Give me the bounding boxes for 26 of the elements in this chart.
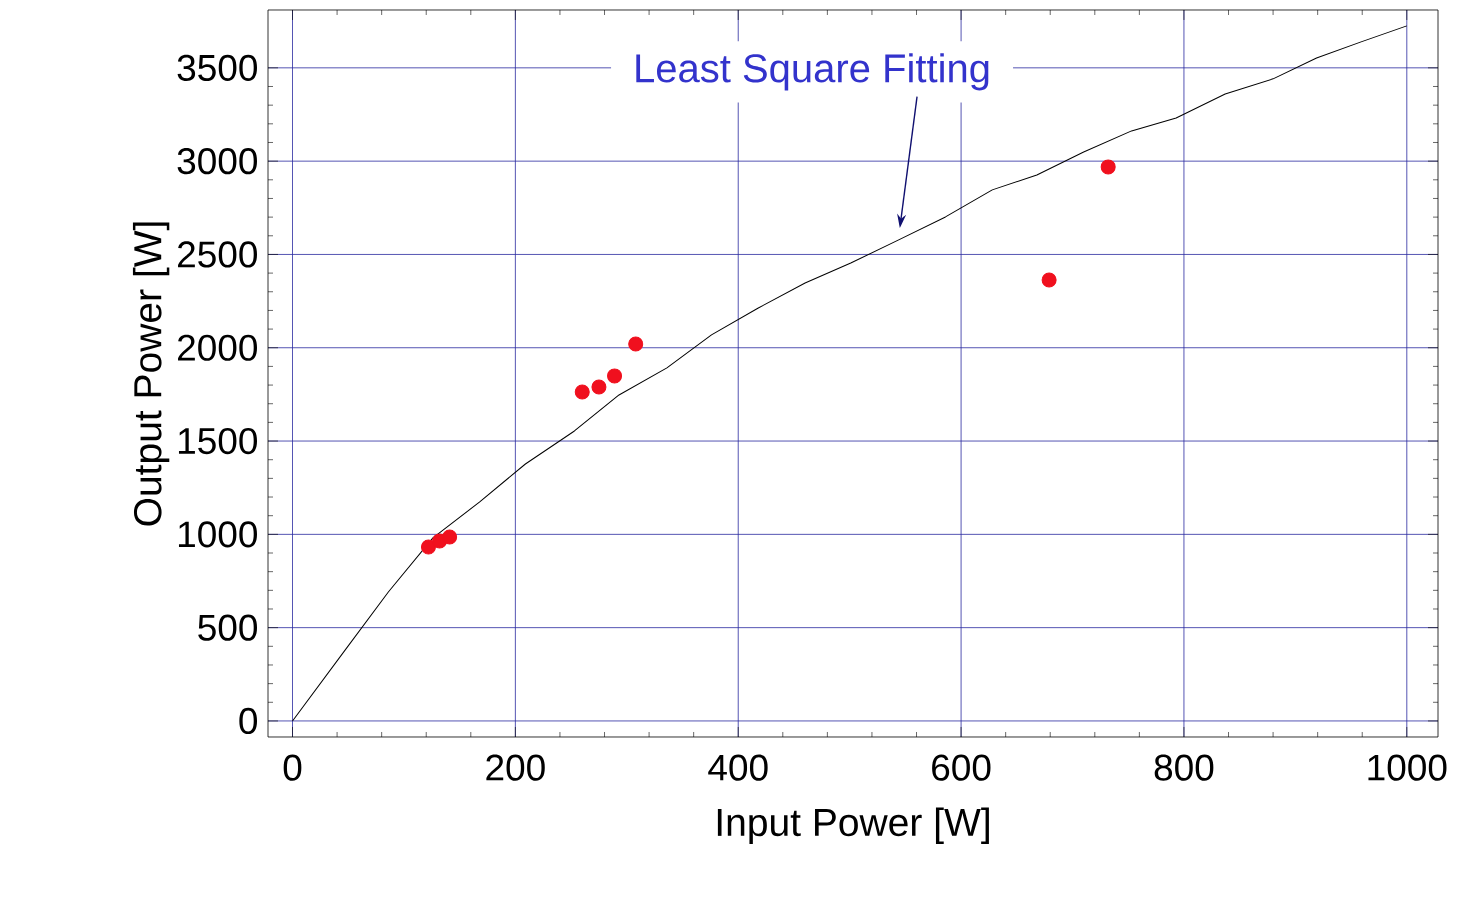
point xyxy=(628,336,644,352)
x-tick-label: 1000 xyxy=(1368,754,1447,781)
point xyxy=(1100,159,1116,175)
point xyxy=(1041,272,1057,288)
y-tick-label: 3000 xyxy=(177,148,258,175)
point xyxy=(591,379,607,395)
x-tick-label: 800 xyxy=(1154,754,1214,781)
point xyxy=(574,384,590,400)
x-tick-label: 200 xyxy=(486,754,545,781)
x-tick-label: 400 xyxy=(708,754,768,781)
y-axis-title: Output Power [W] xyxy=(132,222,170,526)
y-tick-label: 0 xyxy=(239,707,258,735)
y-tick-label: 1500 xyxy=(178,427,258,455)
point xyxy=(442,529,458,545)
y-tick-label: 3500 xyxy=(177,54,258,81)
y-tick-label: 2500 xyxy=(178,241,258,268)
x-tick-label: 0 xyxy=(283,754,302,781)
x-axis-title: Input Power [W] xyxy=(717,807,989,844)
y-tick-label: 2000 xyxy=(178,334,258,361)
y-tick-label: 1000 xyxy=(178,521,258,548)
point xyxy=(607,368,623,384)
x-tick-label: 600 xyxy=(932,754,991,781)
annotation: Least Square Fitting xyxy=(636,53,989,91)
point xyxy=(420,539,436,555)
y-tick-label: 500 xyxy=(198,614,258,641)
line-series xyxy=(292,25,1408,722)
